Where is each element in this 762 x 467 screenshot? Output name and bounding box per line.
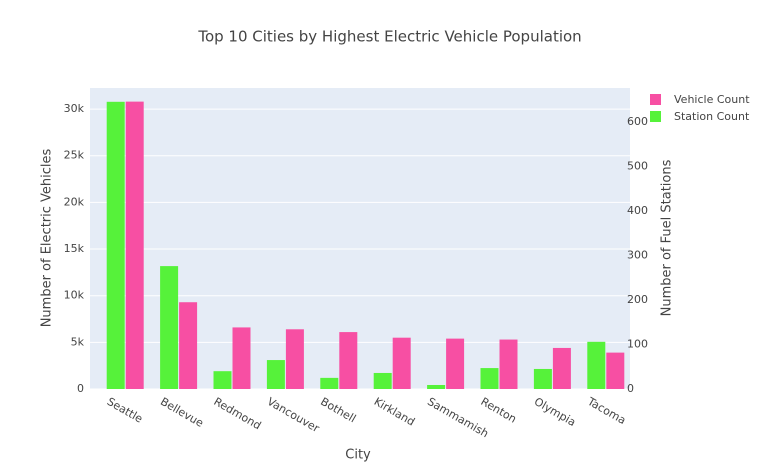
bar (266, 360, 285, 389)
x-tick-label: Vancouver (265, 395, 322, 435)
bar (125, 101, 144, 390)
y-tick-label: 5k (71, 335, 85, 348)
chart-title: Top 10 Cities by Highest Electric Vehicl… (197, 28, 581, 46)
bar (160, 266, 179, 389)
bar (285, 329, 304, 389)
bar (552, 347, 571, 389)
y2-axis-title: Number of Fuel Stations (660, 159, 675, 316)
y-tick-label: 10k (64, 289, 85, 302)
x-tick-label: Bellevue (158, 395, 206, 430)
bar (213, 371, 232, 389)
x-axis-title: City (345, 448, 371, 463)
bar (446, 338, 465, 389)
y2-tick-label: 500 (627, 159, 648, 172)
y-tick-label: 0 (77, 382, 84, 395)
x-tick-label: Renton (479, 395, 519, 426)
bar (606, 352, 625, 389)
y-tick-label: 15k (64, 242, 85, 255)
x-tick-label: Tacoma (584, 394, 628, 427)
y-axis-title: Number of Electric Vehicles (40, 148, 55, 327)
y2-tick-label: 100 (627, 337, 648, 350)
bar (392, 337, 411, 389)
bar (499, 339, 518, 389)
bar (533, 368, 552, 389)
y2-tick-label: 300 (627, 248, 648, 261)
legend-label: Station Count (674, 110, 750, 123)
bar (480, 368, 499, 389)
x-tick-label: Olympia (532, 395, 578, 429)
legend-swatch (650, 111, 661, 122)
y2-tick-label: 400 (627, 204, 648, 217)
bar (373, 372, 392, 389)
bar (587, 341, 606, 389)
x-tick-label: Bothell (318, 395, 358, 425)
y-tick-label: 30k (64, 102, 85, 115)
y2-tick-label: 600 (627, 115, 648, 128)
x-tick-label: Kirkland (372, 395, 417, 429)
bar (232, 327, 251, 389)
y-tick-label: 25k (64, 149, 85, 162)
legend-label: Vehicle Count (674, 93, 750, 106)
y2-tick-label: 200 (627, 293, 648, 306)
bar (179, 302, 198, 389)
bar (339, 332, 358, 389)
x-tick-label: Seattle (105, 395, 145, 426)
y-tick-label: 20k (64, 195, 85, 208)
bar (320, 377, 339, 389)
bar (427, 384, 446, 389)
x-tick-label: Redmond (212, 395, 264, 432)
legend-swatch (650, 94, 661, 105)
bar (106, 101, 125, 389)
y2-tick-label: 0 (627, 382, 634, 395)
